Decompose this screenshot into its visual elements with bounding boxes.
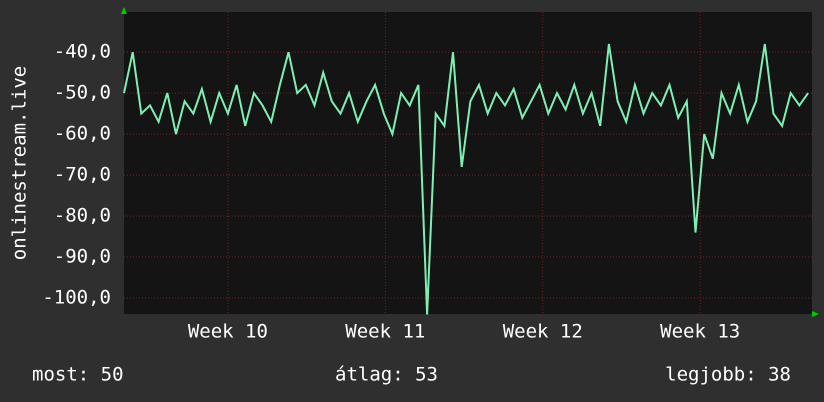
x-tick-label: Week 10 <box>188 321 268 343</box>
y-tick-label: -70,0 <box>54 164 111 186</box>
axis-arrow <box>812 311 819 317</box>
y-tick-label: -50,0 <box>54 82 111 104</box>
data-line <box>123 43 809 315</box>
y-tick-label: -40,0 <box>54 41 111 63</box>
y-tick-label: -60,0 <box>54 123 111 145</box>
x-tick-label: Week 13 <box>660 321 740 343</box>
plot-area <box>124 12 812 314</box>
y-tick-label: -90,0 <box>54 246 111 268</box>
stat-average: átlag: 53 <box>335 364 438 386</box>
x-tick-label: Week 12 <box>503 321 583 343</box>
y-tick-label: -80,0 <box>54 205 111 227</box>
stat-current: most: 50 <box>32 364 124 386</box>
y-tick-label: -100,0 <box>42 287 111 309</box>
x-tick-label: Week 11 <box>345 321 425 343</box>
y-axis-label: onlinestream.live <box>9 66 31 260</box>
axis-arrow <box>121 7 127 14</box>
stat-best: legjobb: 38 <box>665 364 791 386</box>
